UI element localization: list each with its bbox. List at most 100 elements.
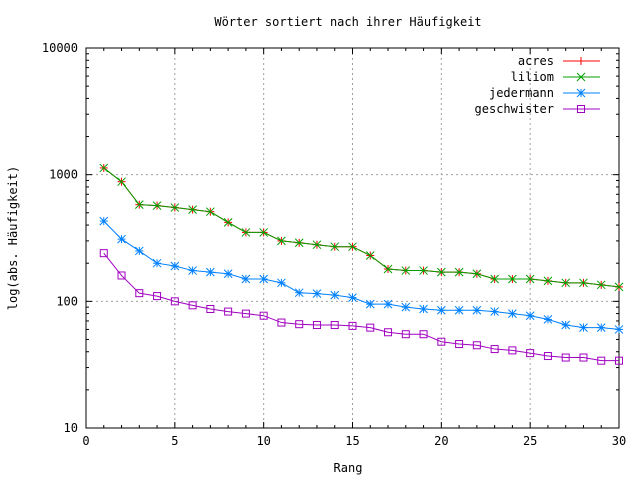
data-point-liliom	[259, 228, 269, 237]
data-point-liliom	[525, 274, 535, 284]
data-point-jedermann	[383, 299, 393, 309]
data-point-geschwister	[526, 349, 535, 358]
x-tick-label: 5	[171, 434, 178, 448]
data-point-liliom	[419, 266, 428, 275]
series-layer	[99, 163, 624, 365]
series-liliom	[99, 163, 624, 292]
data-point-geschwister	[366, 323, 375, 332]
data-point-geschwister	[384, 328, 393, 337]
data-point-geschwister	[224, 307, 233, 316]
data-point-liliom	[365, 251, 375, 260]
legend-marker-geschwister	[577, 105, 585, 113]
data-point-jedermann	[170, 261, 180, 271]
data-point-liliom	[614, 282, 624, 292]
x-tick-label: 0	[82, 434, 89, 448]
data-point-liliom	[383, 264, 393, 274]
legend-label-jedermann: jedermann	[489, 86, 554, 100]
data-point-geschwister	[188, 301, 197, 310]
data-point-jedermann	[330, 290, 340, 300]
data-point-geschwister	[117, 271, 126, 280]
data-point-jedermann	[223, 269, 233, 279]
data-point-liliom	[152, 201, 162, 210]
data-point-jedermann	[436, 305, 446, 315]
y-tick-label: 10	[64, 421, 78, 435]
series-line-acres	[103, 167, 620, 288]
data-point-jedermann	[543, 315, 553, 324]
data-point-jedermann	[365, 299, 375, 309]
x-tick-label: 30	[612, 434, 626, 448]
data-point-jedermann	[596, 323, 606, 332]
data-point-liliom	[277, 236, 286, 246]
data-point-liliom	[596, 280, 606, 290]
data-point-liliom	[454, 267, 464, 277]
legend-marker-liliom	[576, 72, 586, 82]
data-point-geschwister	[597, 356, 606, 365]
data-point-jedermann	[419, 304, 428, 314]
series-acres	[99, 163, 623, 291]
data-point-jedermann	[277, 278, 286, 288]
data-point-geschwister	[312, 321, 321, 330]
data-point-jedermann	[259, 274, 269, 284]
y-tick-label: 10000	[42, 41, 78, 55]
data-point-geschwister	[348, 321, 357, 330]
data-point-geschwister	[153, 292, 162, 301]
data-point-jedermann	[99, 216, 109, 226]
y-axis-label: log(abs. Häufigkeit)	[6, 166, 20, 311]
data-point-jedermann	[525, 311, 535, 321]
data-point-liliom	[117, 177, 126, 187]
data-point-jedermann	[117, 234, 126, 244]
data-point-geschwister	[206, 304, 215, 313]
data-point-liliom	[223, 218, 233, 227]
data-point-liliom	[436, 267, 446, 277]
data-point-jedermann	[472, 305, 482, 315]
data-point-jedermann	[241, 274, 251, 284]
legend-label-acres: acres	[518, 54, 554, 68]
data-point-liliom	[401, 266, 411, 275]
data-point-jedermann	[312, 289, 322, 298]
legend-marker-jedermann	[576, 88, 586, 98]
y-tick-label: 1000	[49, 168, 78, 182]
legend-label-liliom: liliom	[511, 70, 554, 84]
data-point-geschwister	[490, 345, 499, 354]
data-point-geschwister	[330, 321, 339, 330]
data-point-liliom	[508, 274, 517, 284]
data-point-geschwister	[170, 297, 179, 306]
data-point-liliom	[134, 200, 144, 209]
series-line-jedermann	[103, 220, 620, 330]
data-point-jedermann	[188, 266, 197, 275]
data-point-jedermann	[490, 307, 499, 316]
series-geschwister	[99, 249, 623, 365]
data-point-jedermann	[206, 267, 215, 277]
series-line-geschwister	[103, 252, 619, 362]
data-point-liliom	[561, 278, 571, 288]
data-point-liliom	[312, 240, 322, 250]
data-point-liliom	[294, 238, 304, 248]
data-point-liliom	[472, 269, 482, 279]
data-point-jedermann	[508, 309, 517, 318]
data-point-geschwister	[543, 352, 552, 361]
x-axis-label: Rang	[334, 461, 363, 475]
data-point-liliom	[241, 228, 251, 237]
data-point-geschwister	[295, 320, 304, 329]
data-point-jedermann	[579, 323, 588, 332]
data-point-liliom	[330, 242, 340, 252]
data-point-liliom	[99, 163, 109, 173]
data-point-geschwister	[615, 356, 623, 365]
data-point-liliom	[206, 207, 215, 217]
data-point-liliom	[188, 205, 197, 214]
x-tick-label: 20	[434, 434, 448, 448]
data-point-geschwister	[99, 249, 108, 258]
axes: 0 5 10 15 20 25 30 10 100 1000 10000	[42, 41, 626, 448]
data-point-geschwister	[508, 346, 517, 355]
y-tick-label: 100	[56, 294, 78, 308]
chart-title: Wörter sortiert nach ihrer Häufigkeit	[214, 15, 481, 29]
data-point-jedermann	[152, 258, 162, 268]
data-point-geschwister	[419, 330, 428, 339]
data-point-liliom	[348, 242, 357, 252]
data-point-jedermann	[348, 293, 357, 302]
data-point-geschwister	[401, 330, 410, 339]
series-jedermann	[99, 216, 624, 334]
data-point-jedermann	[614, 325, 624, 334]
x-tick-label: 10	[256, 434, 270, 448]
